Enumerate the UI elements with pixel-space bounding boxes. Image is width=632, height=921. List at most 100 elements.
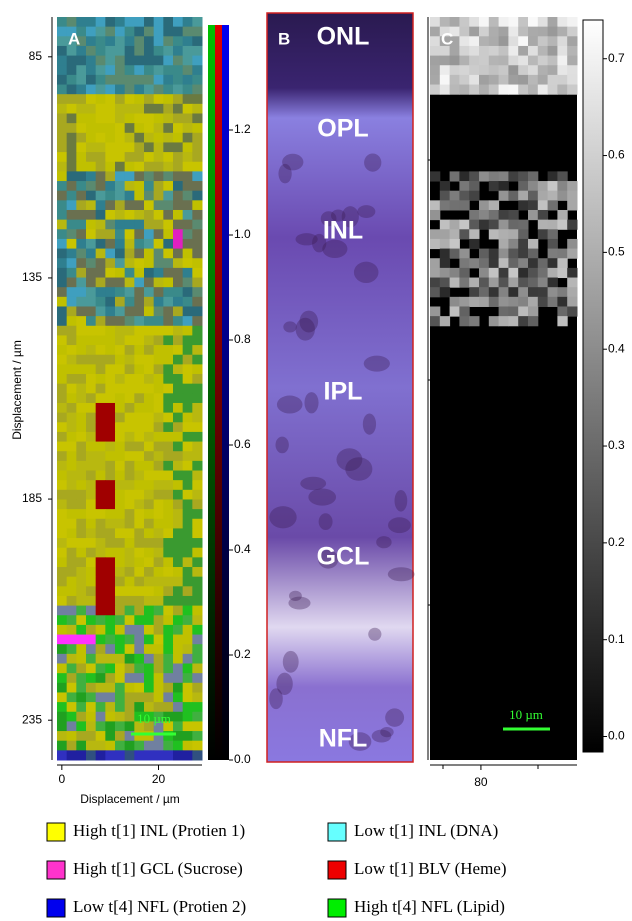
- pixel: [125, 577, 135, 587]
- pixel: [557, 17, 567, 27]
- pixel: [183, 278, 193, 288]
- pixel: [57, 210, 67, 220]
- pixel: [57, 17, 67, 27]
- pixel: [518, 297, 528, 307]
- pixel: [105, 384, 115, 394]
- pixel: [173, 258, 183, 268]
- pixel: [57, 229, 67, 239]
- pixel: [479, 65, 489, 75]
- pixel: [183, 577, 193, 587]
- pixel: [499, 171, 509, 181]
- pixel: [173, 123, 183, 133]
- pixel: [105, 152, 115, 162]
- pixel: [144, 403, 154, 413]
- pixel: [76, 306, 86, 316]
- pixel: [105, 413, 115, 423]
- pixel: [125, 133, 135, 143]
- pixel: [76, 721, 86, 731]
- pixel: [125, 75, 135, 85]
- pixel: [96, 46, 106, 56]
- pixel: [96, 461, 106, 471]
- pixel: [173, 480, 183, 490]
- pixel: [163, 17, 173, 27]
- pixel: [86, 538, 96, 548]
- pixel: [173, 528, 183, 538]
- pixel: [67, 258, 77, 268]
- pixel: [67, 422, 77, 432]
- pixel: [163, 335, 173, 345]
- pixel: [489, 249, 499, 259]
- pixel: [163, 490, 173, 500]
- pixel: [76, 692, 86, 702]
- pixel: [489, 200, 499, 210]
- pixel: [469, 297, 479, 307]
- legend-swatch: [47, 899, 65, 917]
- pixel: [192, 480, 202, 490]
- pixel: [76, 519, 86, 529]
- pixel: [567, 36, 577, 46]
- pixel: [459, 258, 469, 268]
- pixel: [105, 191, 115, 201]
- pixel: [105, 635, 115, 645]
- pixel: [86, 316, 96, 326]
- pixel: [183, 721, 193, 731]
- pixel: [96, 664, 106, 674]
- pixel: [183, 210, 193, 220]
- pixel: [459, 171, 469, 181]
- cell: [283, 321, 296, 332]
- pixel: [183, 65, 193, 75]
- pixel: [144, 393, 154, 403]
- pixel: [67, 75, 77, 85]
- pixel: [115, 548, 125, 558]
- pixel: [86, 113, 96, 123]
- pixel: [528, 36, 538, 46]
- pixel: [105, 403, 115, 413]
- pixel: [96, 393, 106, 403]
- pixel: [459, 316, 469, 326]
- pixel: [57, 683, 67, 693]
- pixel: [86, 586, 96, 596]
- pixel: [430, 56, 440, 66]
- pixel: [154, 519, 164, 529]
- pixel: [183, 567, 193, 577]
- pixel: [105, 374, 115, 384]
- pixel: [499, 181, 509, 191]
- pixel: [154, 162, 164, 172]
- pixel: [115, 200, 125, 210]
- pixel: [125, 249, 135, 259]
- figure: A B C Displacement / µm Displacement / µ…: [0, 0, 632, 921]
- pixel: [57, 480, 67, 490]
- pixel: [96, 27, 106, 37]
- pixel: [115, 278, 125, 288]
- pixel: [499, 65, 509, 75]
- pixel: [96, 316, 106, 326]
- pixel: [528, 85, 538, 95]
- legend-swatch: [47, 823, 65, 841]
- pixel: [96, 635, 106, 645]
- pixel: [125, 461, 135, 471]
- pixel: [183, 56, 193, 66]
- pixel: [499, 297, 509, 307]
- pixel: [183, 345, 193, 355]
- pixel: [96, 287, 106, 297]
- pixel: [67, 615, 77, 625]
- pixel: [499, 46, 509, 56]
- pixel: [183, 384, 193, 394]
- pixel: [67, 65, 77, 75]
- pixel: [125, 142, 135, 152]
- layer-label: GCL: [317, 543, 370, 571]
- pixel: [86, 278, 96, 288]
- pixel: [125, 229, 135, 239]
- pixel: [125, 548, 135, 558]
- pixel: [183, 683, 193, 693]
- cell: [308, 489, 336, 506]
- pixel: [154, 528, 164, 538]
- pixel: [183, 393, 193, 403]
- pixel: [86, 171, 96, 181]
- pixel: [440, 278, 450, 288]
- pixel: [86, 509, 96, 519]
- pixel: [125, 471, 135, 481]
- pixel: [154, 644, 164, 654]
- pixel: [125, 644, 135, 654]
- pixel: [125, 85, 135, 95]
